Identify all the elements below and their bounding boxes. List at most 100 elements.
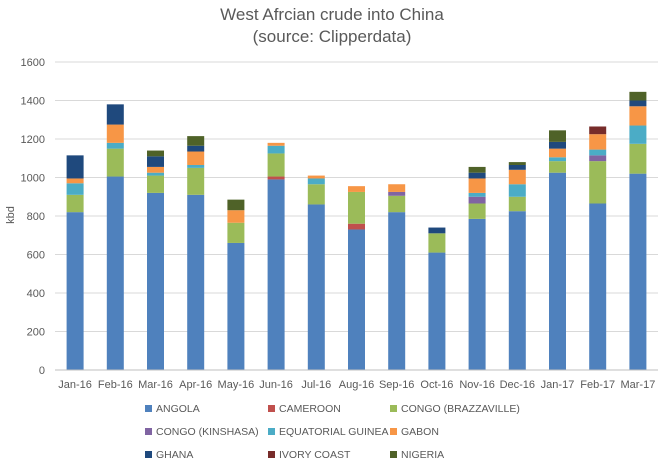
legend-label: CAMEROON — [279, 403, 341, 415]
x-tick-label: Jul-16 — [301, 379, 331, 391]
bar-segment-congo-brazzaville-oct-16 — [428, 233, 446, 253]
bar-segment-congo-brazzaville-mar-17 — [629, 143, 647, 174]
bar-segment-congo-kinshasa-feb-17 — [589, 155, 607, 162]
bar-segment-equatorial-guinea-jan-17 — [549, 157, 566, 162]
bar-segment-congo-kinshasa-sep-16 — [388, 191, 406, 196]
x-tick-label: Jan-17 — [541, 379, 575, 391]
bar-segment-nigeria-nov-16 — [468, 166, 486, 173]
y-axis-label: kbd — [5, 206, 17, 224]
y-tick-label: 1000 — [21, 173, 45, 185]
bar-segment-angola-feb-17 — [589, 203, 607, 370]
x-tick-label: Jan-16 — [58, 379, 92, 391]
legend-swatch — [268, 451, 275, 458]
bar-segment-gabon-mar-16 — [147, 166, 164, 173]
y-tick-label: 0 — [39, 365, 45, 377]
bar-segment-congo-brazzaville-sep-16 — [388, 195, 406, 213]
bar-segment-equatorial-guinea-mar-17 — [629, 125, 647, 144]
x-tick-label: Aug-16 — [339, 379, 374, 391]
bar-segment-angola-mar-16 — [147, 192, 164, 370]
bar-segment-nigeria-dec-16 — [508, 162, 526, 165]
y-tick-label: 200 — [27, 327, 45, 339]
legend-item: IVORY COAST — [268, 449, 351, 461]
x-axis-ticks: Jan-16 Feb-16 Mar-16 Apr-16 May-16 Jun-16 Jul-… — [58, 379, 655, 391]
bar-segment-gabon-apr-16 — [187, 151, 205, 165]
legend-swatch — [145, 405, 152, 412]
bar-segment-nigeria-mar-16 — [147, 150, 164, 157]
bar-segment-gabon-dec-16 — [508, 169, 526, 185]
bar-segment-angola-jun-16 — [267, 179, 285, 370]
bar-segment-ghana-feb-16 — [106, 104, 124, 125]
legend-label: GHANA — [156, 449, 193, 461]
bar-segment-ghana-apr-16 — [187, 145, 205, 152]
bar-segment-angola-dec-16 — [508, 211, 526, 370]
legend-swatch — [145, 451, 152, 458]
bar-segment-cameroon-aug-16 — [348, 223, 365, 230]
bar-segment-gabon-may-16 — [227, 210, 245, 223]
bar-segment-congo-brazzaville-mar-16 — [147, 175, 164, 193]
legend-item: NIGERIA — [390, 449, 444, 461]
bar-segment-gabon-jul-16 — [307, 175, 325, 179]
bar-segment-congo-brazzaville-jan-16 — [66, 194, 84, 213]
bar-segment-angola-jul-16 — [307, 204, 325, 370]
bar-segment-equatorial-guinea-dec-16 — [508, 184, 526, 197]
legend-item: CONGO (BRAZZAVILLE) — [390, 403, 520, 415]
bar-segment-equatorial-guinea-nov-16 — [468, 192, 486, 197]
bar-segment-gabon-jan-16 — [66, 178, 84, 184]
bar-segment-congo-brazzaville-feb-17 — [589, 161, 607, 204]
y-tick-label: 1600 — [21, 57, 45, 69]
bar-segment-gabon-nov-16 — [468, 178, 486, 193]
bar-segment-nigeria-jan-17 — [549, 130, 566, 142]
bar-segment-gabon-sep-16 — [388, 184, 406, 192]
bar-segment-congo-brazzaville-aug-16 — [348, 191, 365, 224]
bar-segment-ivory-coast-feb-17 — [589, 126, 607, 135]
bar-segment-equatorial-guinea-apr-16 — [187, 164, 205, 168]
legend-item: ANGOLA — [145, 403, 200, 415]
bar-segment-equatorial-guinea-jul-16 — [307, 178, 325, 185]
bars — [66, 91, 647, 370]
bar-segment-ghana-mar-16 — [147, 156, 164, 167]
legend-label: IVORY COAST — [279, 449, 351, 461]
bar-segment-ghana-dec-16 — [508, 164, 526, 170]
legend-swatch — [145, 428, 152, 435]
bar-segment-gabon-jun-16 — [267, 142, 285, 146]
bar-segment-angola-jan-17 — [549, 172, 566, 370]
legend-swatch — [390, 405, 397, 412]
bar-segment-angola-jan-16 — [66, 212, 84, 370]
bar-segment-ghana-jan-17 — [549, 141, 566, 149]
legend-label: EQUATORIAL GUINEA — [279, 426, 389, 438]
legend-label: GABON — [401, 426, 439, 438]
bar-segment-gabon-aug-16 — [348, 186, 365, 192]
bar-segment-cameroon-jun-16 — [267, 176, 285, 180]
bar-segment-angola-oct-16 — [428, 252, 446, 370]
legend-item: CONGO (KINSHASA) — [145, 426, 259, 438]
legend-label: ANGOLA — [156, 403, 200, 415]
x-tick-label: Oct-16 — [420, 379, 453, 391]
legend-swatch — [390, 428, 397, 435]
bar-segment-ghana-mar-17 — [629, 100, 647, 107]
bar-segment-equatorial-guinea-mar-16 — [147, 172, 164, 176]
x-tick-label: Sep-16 — [379, 379, 414, 391]
bar-segment-equatorial-guinea-jan-16 — [66, 183, 84, 195]
bar-segment-angola-feb-16 — [106, 176, 124, 370]
bar-segment-congo-brazzaville-feb-16 — [106, 148, 124, 177]
bar-segment-gabon-feb-17 — [589, 134, 607, 150]
bar-segment-ghana-oct-16 — [428, 227, 446, 234]
bar-segment-ghana-jan-16 — [66, 155, 84, 179]
bar-segment-congo-brazzaville-jan-17 — [549, 161, 566, 173]
x-tick-label: Nov-16 — [459, 379, 494, 391]
bar-segment-angola-nov-16 — [468, 218, 486, 370]
x-tick-label: Jun-16 — [259, 379, 293, 391]
y-tick-label: 600 — [27, 250, 45, 262]
bar-segment-nigeria-apr-16 — [187, 136, 205, 146]
chart-subtitle: (source: Clipperdata) — [253, 27, 412, 46]
bar-segment-congo-brazzaville-jun-16 — [267, 153, 285, 177]
bar-segment-equatorial-guinea-feb-17 — [589, 149, 607, 156]
bar-segment-congo-brazzaville-apr-16 — [187, 167, 205, 195]
legend-swatch — [268, 405, 275, 412]
legend-item: EQUATORIAL GUINEA — [268, 426, 389, 438]
x-tick-label: Dec-16 — [500, 379, 535, 391]
chart-title: West Afrcian crude into China — [220, 5, 444, 24]
bar-segment-congo-brazzaville-jul-16 — [307, 184, 325, 205]
legend-item: CAMEROON — [268, 403, 341, 415]
